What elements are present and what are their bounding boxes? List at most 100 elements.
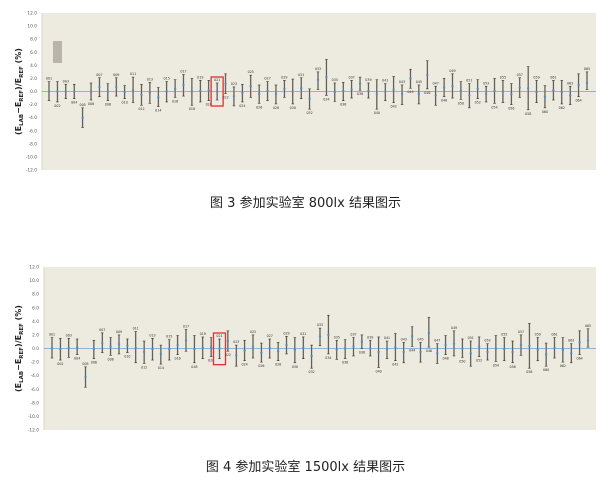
data-point-045: 045 <box>416 80 422 105</box>
data-point-019: 019 <box>197 75 203 103</box>
data-point-061: 061 <box>551 333 558 359</box>
point-label: 056 <box>509 365 515 369</box>
data-point-059: 059 <box>535 333 541 362</box>
data-marker <box>427 332 430 334</box>
data-marker <box>442 86 446 89</box>
data-point-043: 043 <box>401 337 407 364</box>
data-marker <box>207 89 210 91</box>
data-point-056: 056 <box>508 83 514 111</box>
y-tick-label: -10.0 <box>26 154 37 160</box>
point-label: 056 <box>508 107 514 111</box>
point-label: 044 <box>407 90 413 94</box>
data-marker <box>325 76 328 78</box>
data-marker <box>411 335 414 338</box>
data-point-051: 051 <box>466 79 472 109</box>
data-point-043: 043 <box>399 80 405 105</box>
y-tick-label: 2.0 <box>30 76 37 82</box>
data-marker <box>394 346 397 348</box>
point-label: 012 <box>141 365 147 369</box>
y-tick-label: -10.0 <box>28 414 39 420</box>
point-label: 003 <box>63 79 69 83</box>
data-marker <box>503 348 506 350</box>
point-label: 022 <box>222 95 228 99</box>
data-marker <box>350 88 353 91</box>
data-marker <box>436 352 439 355</box>
data-point-030: 030 <box>290 78 296 110</box>
point-label: 055 <box>501 333 507 337</box>
point-label: 036 <box>342 361 348 365</box>
data-point-047: 047 <box>433 81 439 106</box>
data-point-042: 042 <box>391 76 397 109</box>
data-marker <box>344 347 347 350</box>
point-label: 039 <box>365 78 371 82</box>
data-point-056: 056 <box>509 340 516 369</box>
data-point-029: 029 <box>283 331 290 355</box>
data-marker <box>117 343 121 346</box>
data-marker <box>283 88 286 90</box>
y-tick-label: -4.0 <box>31 373 40 379</box>
data-point-055: 055 <box>501 333 507 362</box>
y-label-part: )/E <box>14 78 23 90</box>
data-marker <box>461 347 464 350</box>
data-point-021: 021 <box>210 76 224 107</box>
point-label: 040 <box>375 370 381 374</box>
data-point-019: 019 <box>200 332 206 359</box>
data-point-026: 026 <box>258 342 265 368</box>
data-marker <box>385 348 389 350</box>
point-label: 024 <box>241 363 247 367</box>
data-point-016: 016 <box>172 79 178 103</box>
data-point-065: 065 <box>585 324 591 348</box>
data-point-027: 027 <box>264 77 271 101</box>
data-marker <box>451 85 454 88</box>
data-point-027: 027 <box>267 334 273 359</box>
point-label: 006 <box>88 102 94 106</box>
data-marker <box>518 86 521 89</box>
point-label: 038 <box>357 92 363 96</box>
point-label: 027 <box>264 77 270 81</box>
data-marker <box>224 82 227 85</box>
highlight-box <box>210 76 224 107</box>
data-marker <box>232 95 236 97</box>
y-tick-label: -6.0 <box>31 387 40 393</box>
data-point-037: 037 <box>350 333 357 357</box>
point-label: 007 <box>99 328 105 332</box>
data-point-038: 038 <box>357 76 363 96</box>
data-point-017: 017 <box>183 324 189 352</box>
point-label: 041 <box>384 336 390 340</box>
point-label: 053 <box>483 81 489 85</box>
point-label: 010 <box>122 101 128 105</box>
point-label: 015 <box>166 335 172 339</box>
data-marker <box>106 90 109 93</box>
data-point-023: 023 <box>233 340 239 367</box>
data-point-004: 004 <box>71 84 77 105</box>
data-point-006: 006 <box>88 82 94 106</box>
data-marker <box>561 349 564 351</box>
point-label: 022 <box>225 353 231 357</box>
data-marker <box>176 344 179 346</box>
data-marker <box>543 95 547 98</box>
data-point-014: 014 <box>155 87 161 113</box>
data-marker <box>84 376 87 378</box>
point-label: 061 <box>551 333 557 337</box>
point-label: 036 <box>340 103 346 107</box>
point-label: 024 <box>239 104 245 108</box>
data-point-061: 061 <box>550 75 557 101</box>
y-tick-label: -12.0 <box>26 168 37 174</box>
y-tick-label: -2.0 <box>31 360 40 366</box>
point-label: 002 <box>54 104 60 108</box>
point-label: 017 <box>183 324 189 328</box>
y-label-part: (E <box>14 383 23 392</box>
data-marker <box>553 347 556 349</box>
y-label-part: LAB <box>19 114 25 126</box>
data-point-021: 021 <box>212 332 227 366</box>
data-marker <box>50 347 54 349</box>
data-marker <box>536 349 539 351</box>
y-axis-label: (ELAB−EREF)/EREF (%) <box>14 48 25 135</box>
data-marker <box>67 347 70 349</box>
point-label: 061 <box>550 75 556 79</box>
data-point-044: 044 <box>407 68 414 94</box>
data-marker <box>190 90 194 93</box>
y-label-part: (%) <box>14 305 23 323</box>
point-label: 052 <box>476 359 482 363</box>
data-point-022: 022 <box>222 73 229 99</box>
